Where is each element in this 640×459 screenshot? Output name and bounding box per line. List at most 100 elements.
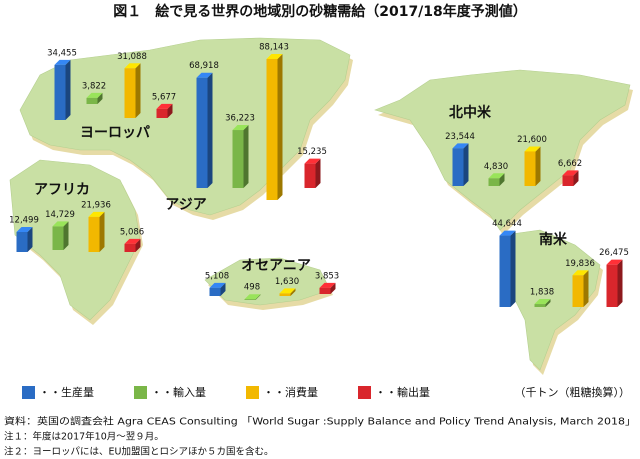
bar-top bbox=[196, 72, 213, 78]
legend-swatch bbox=[22, 386, 35, 399]
value-label: 5,086 bbox=[120, 227, 144, 237]
bar-side bbox=[65, 59, 71, 120]
value-label: 12,499 bbox=[9, 216, 39, 226]
value-label: 26,475 bbox=[599, 248, 629, 258]
bar-top bbox=[244, 294, 261, 300]
value-label: 4,830 bbox=[484, 162, 508, 172]
bar-side bbox=[220, 282, 226, 296]
bar-top bbox=[124, 238, 141, 244]
bar bbox=[88, 216, 100, 252]
bar bbox=[572, 275, 584, 307]
source-note: 資料：英国の調査会社 Agra CEAS Consulting 「World S… bbox=[4, 416, 636, 428]
bar-side bbox=[545, 299, 551, 307]
bar-side bbox=[330, 282, 336, 294]
bar-top bbox=[279, 288, 296, 294]
region-label: アジア bbox=[165, 197, 206, 213]
bar bbox=[279, 293, 291, 296]
value-label: 15,235 bbox=[297, 147, 327, 157]
bar bbox=[304, 163, 316, 188]
bar-side bbox=[583, 270, 589, 307]
bar-side bbox=[207, 72, 213, 188]
value-label: 1,838 bbox=[530, 288, 554, 298]
bar bbox=[52, 226, 64, 250]
unit-note: （千トン（粗糖換算）） bbox=[515, 385, 631, 399]
value-label: 68,918 bbox=[189, 61, 219, 71]
bar-top bbox=[156, 103, 173, 109]
value-label: 21,600 bbox=[517, 135, 547, 145]
legend-swatch bbox=[134, 386, 147, 399]
bar-top bbox=[452, 143, 469, 149]
bar-side bbox=[290, 288, 296, 296]
bar-top bbox=[524, 146, 541, 152]
bar bbox=[232, 130, 244, 188]
bar-top bbox=[562, 170, 579, 176]
bar-side bbox=[499, 173, 505, 186]
bar-top bbox=[499, 230, 516, 236]
bar-side bbox=[27, 227, 33, 252]
bar bbox=[244, 299, 256, 300]
legend-label: ・・輸入量 bbox=[151, 385, 206, 399]
bar bbox=[562, 175, 574, 186]
legend-label: ・・消費量 bbox=[263, 385, 318, 399]
bar bbox=[16, 232, 28, 252]
bar-side bbox=[277, 53, 283, 201]
value-label: 23,544 bbox=[445, 132, 475, 142]
bar bbox=[124, 243, 136, 252]
bar-top bbox=[54, 59, 71, 65]
bar-top bbox=[88, 211, 105, 217]
value-label: 21,936 bbox=[81, 200, 111, 210]
bar-top bbox=[209, 282, 226, 288]
bar-side bbox=[510, 230, 516, 307]
bar-side bbox=[535, 146, 541, 186]
legend-swatch bbox=[358, 386, 371, 399]
chart-title: 図１ 絵で見る世界の地域別の砂糖需給（2017/18年度予測値） bbox=[113, 3, 527, 20]
bar bbox=[499, 235, 511, 307]
bar bbox=[534, 304, 546, 307]
legend-label: ・・生産量 bbox=[39, 385, 94, 399]
value-label: 19,836 bbox=[565, 259, 595, 269]
note: 注１：年度は2017年10月～翌９月。 bbox=[4, 431, 164, 443]
bar bbox=[196, 77, 208, 188]
bar-top bbox=[606, 259, 623, 265]
value-label: 6,662 bbox=[558, 159, 582, 169]
bar-top bbox=[304, 158, 321, 164]
value-label: 36,223 bbox=[225, 114, 255, 124]
bar-side bbox=[99, 211, 105, 252]
region-label: オセアニア bbox=[241, 258, 311, 274]
bar bbox=[452, 148, 464, 186]
bar bbox=[54, 64, 66, 120]
value-label: 14,729 bbox=[45, 210, 75, 220]
bar-side bbox=[617, 259, 623, 307]
region-label: ヨーロッパ bbox=[80, 125, 150, 141]
bar-top bbox=[16, 227, 33, 233]
bar-side bbox=[97, 92, 103, 104]
legend-label: ・・輸出量 bbox=[375, 385, 430, 399]
bar-top bbox=[534, 299, 551, 305]
bar bbox=[209, 287, 221, 296]
region-label: 南米 bbox=[539, 231, 568, 248]
bar-top bbox=[319, 282, 336, 288]
bar-side bbox=[63, 221, 69, 250]
bar-top bbox=[232, 125, 249, 131]
value-label: 31,088 bbox=[117, 52, 147, 62]
legend-swatch bbox=[246, 386, 259, 399]
value-label: 5,108 bbox=[205, 271, 229, 281]
bar-top bbox=[488, 173, 505, 179]
bar bbox=[266, 58, 278, 201]
bar bbox=[156, 108, 168, 118]
bar bbox=[524, 151, 536, 186]
region-label: アフリカ bbox=[34, 182, 90, 198]
value-label: 498 bbox=[244, 283, 260, 293]
value-label: 88,143 bbox=[259, 42, 289, 52]
bar bbox=[124, 68, 136, 118]
value-label: 3,822 bbox=[82, 81, 106, 91]
region-label: 北中米 bbox=[449, 104, 492, 121]
note: 注２：ヨーロッパには、EU加盟国とロシアほか５カ国を含む。 bbox=[4, 446, 273, 458]
bar-top bbox=[266, 53, 283, 59]
bar-side bbox=[573, 170, 579, 186]
bar bbox=[319, 287, 331, 294]
bar-top bbox=[572, 270, 589, 276]
bar-side bbox=[463, 143, 469, 186]
bar-side bbox=[315, 158, 321, 188]
